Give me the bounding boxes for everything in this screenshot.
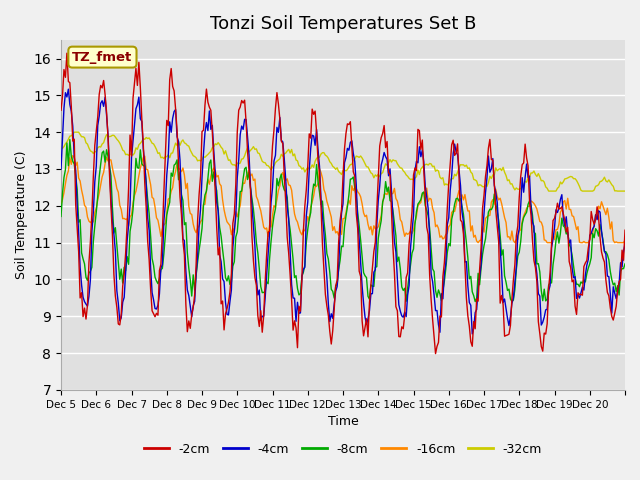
Y-axis label: Soil Temperature (C): Soil Temperature (C) bbox=[15, 151, 28, 279]
Title: Tonzi Soil Temperatures Set B: Tonzi Soil Temperatures Set B bbox=[210, 15, 476, 33]
Legend: -2cm, -4cm, -8cm, -16cm, -32cm: -2cm, -4cm, -8cm, -16cm, -32cm bbox=[139, 438, 547, 461]
X-axis label: Time: Time bbox=[328, 415, 358, 428]
Text: TZ_fmet: TZ_fmet bbox=[72, 50, 132, 64]
